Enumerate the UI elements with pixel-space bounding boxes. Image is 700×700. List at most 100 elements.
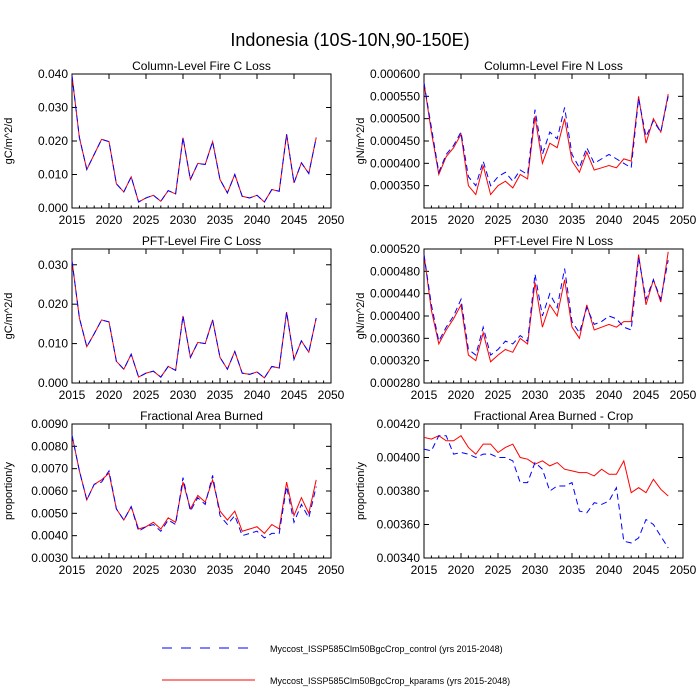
chart-panel-4: PFT-Level Fire N Loss gN/m^2/d 2015 2020 202… xyxy=(355,234,697,402)
series-line-kparams xyxy=(71,435,317,535)
chart-panel-2: Column-Level Fire N Loss gN/m^2/d 2015 2020… xyxy=(355,59,697,227)
y-tick-label: 0.0050 xyxy=(31,506,68,520)
x-tick-label: 2015 xyxy=(59,213,86,227)
series-line-kparams xyxy=(71,260,317,379)
panel-title: Column-Level Fire C Loss xyxy=(132,59,271,73)
x-tick-label: 2035 xyxy=(207,388,234,402)
y-tick-label: 0.000 xyxy=(38,201,68,215)
x-tick-label: 2040 xyxy=(596,213,623,227)
x-tick-label: 2020 xyxy=(96,563,123,577)
x-tick-label: 2015 xyxy=(411,563,438,577)
x-tick-label: 2020 xyxy=(96,388,123,402)
plot-frame xyxy=(71,423,332,559)
y-tick-label: 0.000 xyxy=(38,376,68,390)
x-tick-label: 2040 xyxy=(596,388,623,402)
series-line-kparams xyxy=(71,75,317,203)
panel-title: PFT-Level Fire C Loss xyxy=(142,234,261,248)
plot-frame xyxy=(71,248,332,384)
series-line-control xyxy=(423,254,669,356)
x-tick-label: 2020 xyxy=(448,213,475,227)
x-tick-label: 2025 xyxy=(485,563,512,577)
x-tick-label: 2035 xyxy=(207,213,234,227)
series-line-control xyxy=(71,260,317,379)
y-tick-label: 0.000520 xyxy=(370,242,420,256)
figure-title: Indonesia (10S-10N,90-150E) xyxy=(230,30,469,50)
x-tick-label: 2015 xyxy=(411,388,438,402)
x-tick-label: 2020 xyxy=(448,388,475,402)
panel-title: Column-Level Fire N Loss xyxy=(484,59,623,73)
y-axis-label: gC/m^2/d xyxy=(3,293,15,340)
x-tick-label: 2025 xyxy=(485,213,512,227)
y-tick-label: 0.0040 xyxy=(31,529,68,543)
legend: Myccost_ISSP585Clm50BgcCrop_control (yrs… xyxy=(162,644,510,686)
y-tick-label: 0.0080 xyxy=(31,439,68,453)
y-tick-label: 0.000500 xyxy=(370,112,420,126)
x-tick-label: 2050 xyxy=(318,563,345,577)
x-tick-label: 2045 xyxy=(281,213,308,227)
y-tick-label: 0.030 xyxy=(38,258,68,272)
y-tick-label: 0.00400 xyxy=(377,451,421,465)
chart-panel-5: Fractional Area Burned proportion/y 2015 20… xyxy=(3,409,345,577)
series-line-control xyxy=(71,435,317,539)
x-tick-label: 2025 xyxy=(133,388,160,402)
x-tick-label: 2025 xyxy=(133,563,160,577)
x-tick-label: 2030 xyxy=(170,563,197,577)
y-tick-label: 0.000450 xyxy=(370,134,420,148)
series-line-control xyxy=(423,435,669,549)
y-tick-label: 0.030 xyxy=(38,101,68,115)
x-tick-label: 2030 xyxy=(170,213,197,227)
y-tick-label: 0.00340 xyxy=(377,551,421,565)
y-tick-label: 0.0070 xyxy=(31,462,68,476)
y-tick-label: 0.0090 xyxy=(31,417,68,431)
x-tick-label: 2030 xyxy=(522,388,549,402)
x-tick-label: 2025 xyxy=(133,213,160,227)
y-tick-label: 0.010 xyxy=(38,168,68,182)
y-tick-label: 0.00380 xyxy=(377,484,421,498)
x-tick-label: 2035 xyxy=(559,563,586,577)
y-tick-label: 0.000400 xyxy=(370,156,420,170)
x-tick-label: 2030 xyxy=(522,213,549,227)
chart-panel-1: Column-Level Fire C Loss gC/m^2/d 2015 2020… xyxy=(3,59,345,227)
x-tick-label: 2015 xyxy=(59,388,86,402)
x-tick-label: 2040 xyxy=(244,563,271,577)
chart-panel-6: Fractional Area Burned - Crop proportion/… xyxy=(355,409,697,577)
x-tick-label: 2045 xyxy=(633,563,660,577)
x-tick-label: 2040 xyxy=(244,388,271,402)
y-axis-label: gN/m^2/d xyxy=(355,293,367,340)
series-line-kparams xyxy=(423,82,669,196)
series-line-kparams xyxy=(423,435,669,497)
y-tick-label: 0.000280 xyxy=(370,376,420,390)
y-tick-label: 0.010 xyxy=(38,337,68,351)
x-tick-label: 2050 xyxy=(318,213,345,227)
y-tick-label: 0.040 xyxy=(38,67,68,81)
series-line-kparams xyxy=(423,251,669,363)
x-tick-label: 2045 xyxy=(281,563,308,577)
y-tick-label: 0.0030 xyxy=(31,551,68,565)
panel-title: Fractional Area Burned xyxy=(140,409,263,423)
y-tick-label: 0.000320 xyxy=(370,354,420,368)
x-tick-label: 2040 xyxy=(596,563,623,577)
x-tick-label: 2035 xyxy=(207,563,234,577)
x-tick-label: 2020 xyxy=(96,213,123,227)
y-axis-label: gC/m^2/d xyxy=(3,118,15,165)
y-axis-label: proportion/y xyxy=(3,461,15,520)
panel-title: PFT-Level Fire N Loss xyxy=(494,234,613,248)
panels-group: Column-Level Fire C Loss gC/m^2/d 2015 2020… xyxy=(3,59,697,577)
x-tick-label: 2045 xyxy=(281,388,308,402)
y-axis-label: gN/m^2/d xyxy=(355,118,367,165)
x-tick-label: 2050 xyxy=(670,388,697,402)
x-tick-label: 2015 xyxy=(411,213,438,227)
y-tick-label: 0.00420 xyxy=(377,417,421,431)
chart-panel-3: PFT-Level Fire C Loss gC/m^2/d 2015 2020 202… xyxy=(3,234,345,402)
y-axis-label: proportion/y xyxy=(355,461,367,520)
x-tick-label: 2025 xyxy=(485,388,512,402)
y-tick-label: 0.000440 xyxy=(370,287,420,301)
x-tick-label: 2050 xyxy=(318,388,345,402)
x-tick-label: 2015 xyxy=(59,563,86,577)
y-tick-label: 0.000480 xyxy=(370,264,420,278)
y-tick-label: 0.00360 xyxy=(377,518,421,532)
y-tick-label: 0.000360 xyxy=(370,331,420,345)
plot-frame xyxy=(71,73,332,209)
y-tick-label: 0.0060 xyxy=(31,484,68,498)
